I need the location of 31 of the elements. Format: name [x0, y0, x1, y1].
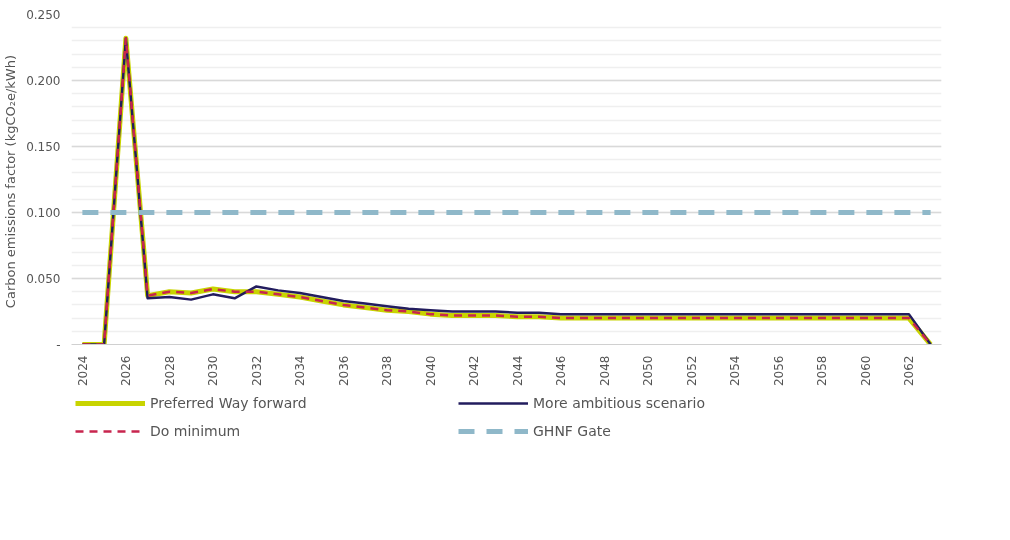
y-tick-label: 0.200 [26, 74, 61, 88]
y-axis-title: Carbon emissions factor (kgCO₂e/kWh) [3, 54, 19, 309]
x-tick-label: 2040 [423, 355, 438, 387]
y-tick-label: - [56, 338, 61, 352]
x-tick-label: 2062 [902, 355, 917, 387]
x-tick-label: 2030 [206, 355, 221, 387]
x-tick-label: 2028 [162, 355, 177, 387]
x-tick-label: 2054 [728, 355, 743, 387]
y-tick-label: 0.150 [26, 140, 61, 154]
y-tick-label: 0.100 [26, 206, 61, 220]
x-tick-label: 2046 [554, 355, 569, 387]
x-tick-label: 2048 [597, 355, 612, 387]
legend-label: Preferred Way forward [150, 395, 308, 411]
x-tick-label: 2058 [815, 355, 830, 387]
x-tick-label: 2038 [380, 355, 395, 387]
y-tick-label: 0.050 [26, 272, 61, 286]
x-tick-label: 2052 [684, 355, 699, 387]
x-tick-label: 2056 [771, 355, 786, 387]
x-tick-label: 2044 [510, 355, 525, 387]
x-tick-label: 2026 [119, 355, 134, 387]
legend-label: More ambitious scenario [533, 395, 706, 411]
x-tick-label: 2032 [249, 355, 264, 387]
x-tick-label: 2050 [641, 355, 656, 387]
x-tick-label: 2060 [858, 355, 873, 387]
x-tick-label: 2024 [75, 355, 90, 387]
x-tick-label: 2034 [293, 355, 308, 387]
y-tick-label: 0.250 [26, 8, 61, 22]
legend-label: GHNF Gate [533, 423, 612, 439]
x-tick-label: 2036 [336, 355, 351, 387]
legend-label: Do minimum [150, 423, 242, 439]
x-tick-label: 2042 [467, 355, 482, 387]
